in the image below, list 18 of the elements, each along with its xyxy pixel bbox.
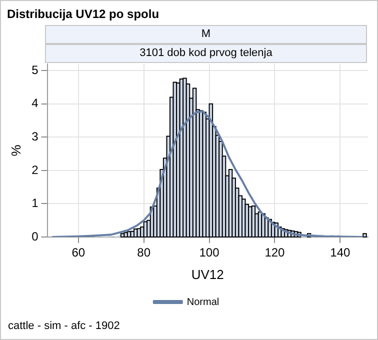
x-axis-title: UV12 — [191, 266, 224, 282]
y-axis-title: % — [8, 144, 24, 156]
x-tick-label: 140 — [330, 246, 351, 260]
y-tick-label: 3 — [32, 130, 39, 144]
x-tick-label: 80 — [137, 246, 151, 260]
y-tick-label: 0 — [32, 229, 39, 244]
y-tick-label: 1 — [32, 196, 39, 210]
legend-label: Normal — [186, 296, 220, 308]
y-tick-label: 2 — [32, 162, 39, 177]
x-tick-label: 120 — [264, 246, 286, 260]
text: 3101 dob kod prvog telenja — [45, 44, 367, 63]
y-tick-label: 5 — [32, 62, 39, 77]
text: cattle - sim - afc - 1902 — [8, 320, 120, 332]
chart-subtitle: M — [45, 25, 367, 44]
x-tick-label: 60 — [72, 246, 86, 260]
x-tick-label: 100 — [199, 246, 220, 260]
chart-title: Distribucija UV12 po spolu — [7, 7, 160, 21]
y-tick-label: 4 — [32, 96, 39, 110]
